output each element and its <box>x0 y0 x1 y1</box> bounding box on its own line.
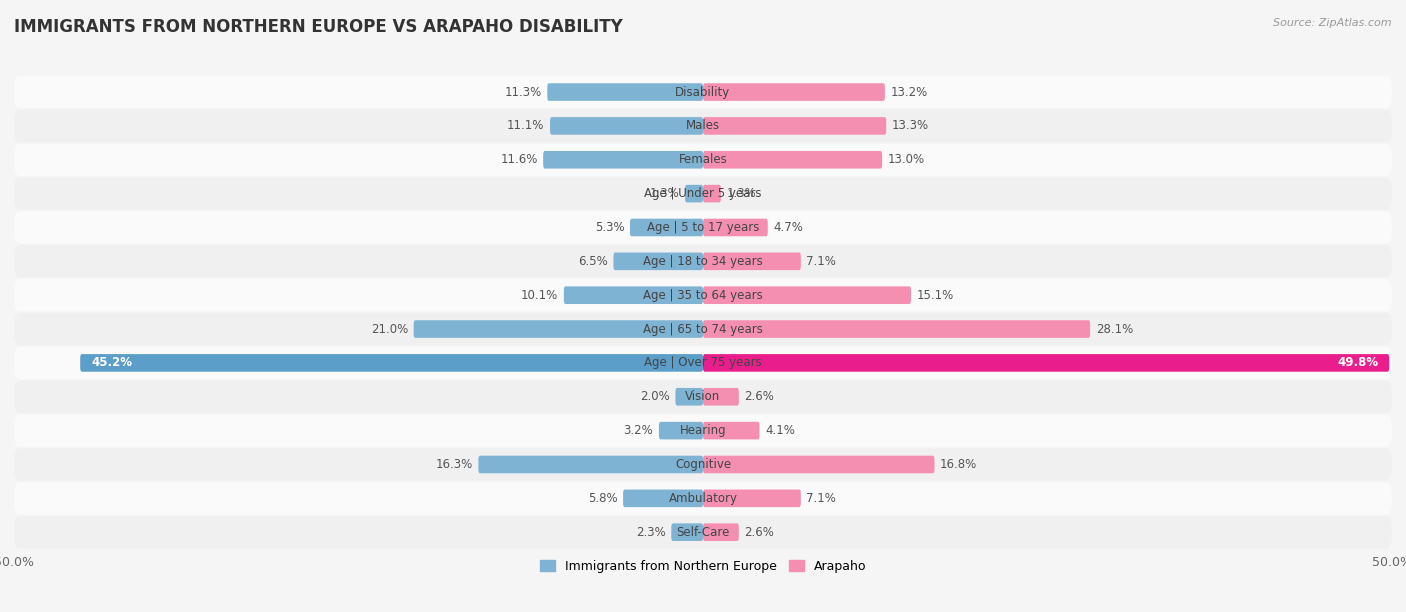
FancyBboxPatch shape <box>703 354 1389 371</box>
FancyBboxPatch shape <box>703 185 721 203</box>
Text: 6.5%: 6.5% <box>578 255 607 268</box>
Text: 3.2%: 3.2% <box>624 424 654 437</box>
Text: 5.3%: 5.3% <box>595 221 624 234</box>
Text: 2.6%: 2.6% <box>744 526 775 539</box>
Text: 2.0%: 2.0% <box>640 390 669 403</box>
Text: Hearing: Hearing <box>679 424 727 437</box>
FancyBboxPatch shape <box>564 286 703 304</box>
Text: Age | 5 to 17 years: Age | 5 to 17 years <box>647 221 759 234</box>
Text: 1.3%: 1.3% <box>727 187 756 200</box>
FancyBboxPatch shape <box>550 117 703 135</box>
FancyBboxPatch shape <box>659 422 703 439</box>
Text: Ambulatory: Ambulatory <box>668 492 738 505</box>
FancyBboxPatch shape <box>703 320 1090 338</box>
FancyBboxPatch shape <box>14 211 1392 244</box>
FancyBboxPatch shape <box>703 490 801 507</box>
FancyBboxPatch shape <box>14 177 1392 210</box>
Text: 28.1%: 28.1% <box>1095 323 1133 335</box>
Text: Age | 65 to 74 years: Age | 65 to 74 years <box>643 323 763 335</box>
Text: 45.2%: 45.2% <box>91 356 132 370</box>
FancyBboxPatch shape <box>413 320 703 338</box>
Text: Age | Under 5 years: Age | Under 5 years <box>644 187 762 200</box>
Text: 2.3%: 2.3% <box>636 526 666 539</box>
FancyBboxPatch shape <box>14 381 1392 413</box>
FancyBboxPatch shape <box>703 83 884 101</box>
FancyBboxPatch shape <box>613 253 703 270</box>
FancyBboxPatch shape <box>703 456 935 473</box>
Text: 11.6%: 11.6% <box>501 153 537 166</box>
FancyBboxPatch shape <box>703 388 738 406</box>
Text: Self-Care: Self-Care <box>676 526 730 539</box>
Text: 13.3%: 13.3% <box>891 119 929 132</box>
Text: 16.8%: 16.8% <box>941 458 977 471</box>
Text: 49.8%: 49.8% <box>1337 356 1378 370</box>
FancyBboxPatch shape <box>14 448 1392 480</box>
Text: 10.1%: 10.1% <box>522 289 558 302</box>
FancyBboxPatch shape <box>14 414 1392 447</box>
FancyBboxPatch shape <box>14 516 1392 548</box>
FancyBboxPatch shape <box>478 456 703 473</box>
FancyBboxPatch shape <box>14 110 1392 142</box>
FancyBboxPatch shape <box>703 151 882 168</box>
FancyBboxPatch shape <box>685 185 703 203</box>
FancyBboxPatch shape <box>675 388 703 406</box>
FancyBboxPatch shape <box>14 279 1392 312</box>
Text: Females: Females <box>679 153 727 166</box>
FancyBboxPatch shape <box>703 286 911 304</box>
FancyBboxPatch shape <box>14 76 1392 108</box>
Text: Disability: Disability <box>675 86 731 99</box>
FancyBboxPatch shape <box>630 218 703 236</box>
FancyBboxPatch shape <box>543 151 703 168</box>
Text: Cognitive: Cognitive <box>675 458 731 471</box>
Text: Vision: Vision <box>685 390 721 403</box>
Text: 11.3%: 11.3% <box>505 86 541 99</box>
Text: 21.0%: 21.0% <box>371 323 408 335</box>
Text: 4.1%: 4.1% <box>765 424 794 437</box>
Text: Age | Over 75 years: Age | Over 75 years <box>644 356 762 370</box>
FancyBboxPatch shape <box>14 313 1392 345</box>
Text: 2.6%: 2.6% <box>744 390 775 403</box>
Text: 5.8%: 5.8% <box>588 492 617 505</box>
Text: Source: ZipAtlas.com: Source: ZipAtlas.com <box>1274 18 1392 28</box>
FancyBboxPatch shape <box>703 218 768 236</box>
FancyBboxPatch shape <box>623 490 703 507</box>
FancyBboxPatch shape <box>703 422 759 439</box>
Text: 15.1%: 15.1% <box>917 289 953 302</box>
Text: Age | 18 to 34 years: Age | 18 to 34 years <box>643 255 763 268</box>
FancyBboxPatch shape <box>14 482 1392 515</box>
Text: 13.2%: 13.2% <box>890 86 928 99</box>
Text: Males: Males <box>686 119 720 132</box>
Text: 1.3%: 1.3% <box>650 187 679 200</box>
FancyBboxPatch shape <box>80 354 703 371</box>
FancyBboxPatch shape <box>14 245 1392 278</box>
FancyBboxPatch shape <box>703 253 801 270</box>
Text: 11.1%: 11.1% <box>508 119 544 132</box>
FancyBboxPatch shape <box>703 117 886 135</box>
FancyBboxPatch shape <box>703 523 738 541</box>
Text: 16.3%: 16.3% <box>436 458 472 471</box>
Text: 13.0%: 13.0% <box>887 153 925 166</box>
Legend: Immigrants from Northern Europe, Arapaho: Immigrants from Northern Europe, Arapaho <box>534 555 872 578</box>
Text: IMMIGRANTS FROM NORTHERN EUROPE VS ARAPAHO DISABILITY: IMMIGRANTS FROM NORTHERN EUROPE VS ARAPA… <box>14 18 623 36</box>
FancyBboxPatch shape <box>671 523 703 541</box>
Text: Age | 35 to 64 years: Age | 35 to 64 years <box>643 289 763 302</box>
Text: 7.1%: 7.1% <box>807 492 837 505</box>
FancyBboxPatch shape <box>14 144 1392 176</box>
Text: 4.7%: 4.7% <box>773 221 803 234</box>
Text: 7.1%: 7.1% <box>807 255 837 268</box>
FancyBboxPatch shape <box>547 83 703 101</box>
FancyBboxPatch shape <box>14 346 1392 379</box>
